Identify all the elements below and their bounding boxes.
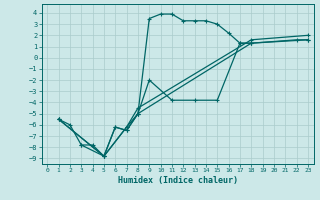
- X-axis label: Humidex (Indice chaleur): Humidex (Indice chaleur): [118, 176, 237, 185]
